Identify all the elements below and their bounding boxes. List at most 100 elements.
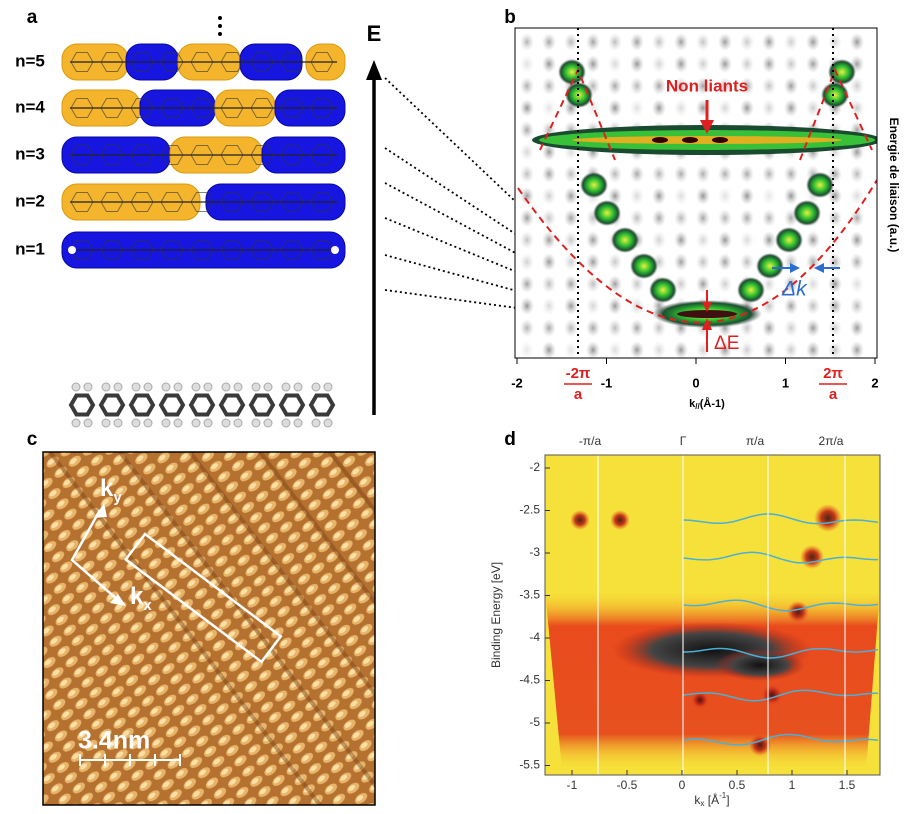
hydrogen <box>323 382 333 392</box>
background-spot <box>608 319 622 337</box>
y-axis-label: Binding Energy [eV] <box>489 562 503 668</box>
ring <box>250 145 274 165</box>
molecule-structure <box>68 382 336 428</box>
scale-bar-label: 3.4nm <box>78 727 150 755</box>
x-tick-label: -1 <box>601 375 613 390</box>
level-label: n=4 <box>15 97 45 116</box>
background-spot <box>520 165 534 183</box>
background-spot <box>718 165 732 183</box>
background-spot <box>520 121 534 139</box>
background-spot <box>806 99 820 117</box>
background-spot <box>806 55 820 73</box>
background-spot <box>850 275 864 293</box>
band-spot <box>775 227 803 253</box>
arrow-head <box>702 318 712 330</box>
y-tick-label: -2 <box>529 460 540 474</box>
zone-tick-numerator: -2π <box>566 365 591 382</box>
background-spot <box>850 99 864 117</box>
hydrogen <box>221 382 231 392</box>
ring <box>130 98 154 118</box>
ky-k: k <box>100 475 114 502</box>
background-spot <box>542 99 556 117</box>
background-spot <box>586 55 600 73</box>
background-spot <box>564 33 578 51</box>
intensity-spot <box>570 510 590 530</box>
hydrogen <box>191 418 201 428</box>
background-spot <box>520 143 534 161</box>
end-atom <box>68 246 76 254</box>
background-spot <box>828 253 842 271</box>
x-tick-label: 1 <box>789 778 796 792</box>
x-label-k: k <box>689 398 696 410</box>
background-spot <box>564 165 578 183</box>
background-spot <box>608 33 622 51</box>
hydrogen <box>251 418 261 428</box>
background-spot <box>718 55 732 73</box>
background-spot <box>806 231 820 249</box>
background-spot <box>542 77 556 95</box>
background-spot <box>520 297 534 315</box>
background-spot <box>542 297 556 315</box>
background-spot <box>652 33 666 51</box>
domain-stripe <box>48 452 322 805</box>
background-spot <box>740 187 754 205</box>
ring <box>308 393 336 417</box>
band-spot <box>737 277 765 303</box>
annotation: Non liants <box>666 76 748 95</box>
band-spot <box>821 82 849 108</box>
background-spot <box>520 77 534 95</box>
background-spot <box>630 319 644 337</box>
background-spot <box>740 99 754 117</box>
background-spot <box>674 55 688 73</box>
background-spot <box>696 275 710 293</box>
band-spot <box>756 253 784 279</box>
background-spot <box>630 341 644 358</box>
background-spot <box>784 165 798 183</box>
domain-stripes <box>48 452 375 805</box>
background-spot <box>542 187 556 205</box>
y-tick-label: -2.5 <box>519 503 540 517</box>
background-spot <box>806 319 820 337</box>
ring <box>160 52 184 72</box>
level-label: n=1 <box>15 239 45 258</box>
background-spot <box>652 165 666 183</box>
dispersion-fit <box>517 179 877 324</box>
ring <box>310 98 334 118</box>
background-spot <box>806 253 820 271</box>
background-spot <box>674 165 688 183</box>
background-spot <box>652 187 666 205</box>
y-axis-label: Energie de liaison (a.u.) <box>887 118 901 253</box>
background-spot <box>586 275 600 293</box>
ellipsis-dots <box>218 16 222 36</box>
background-spot <box>828 341 842 358</box>
background-spot <box>850 341 864 358</box>
ring <box>190 145 214 165</box>
background-spot <box>564 319 578 337</box>
background-spot <box>696 77 710 95</box>
background-spot <box>586 33 600 51</box>
ring <box>98 393 126 417</box>
orbital-rows: n=5 n=4 n=3 n=2 n=1 <box>15 43 346 269</box>
ring <box>220 98 244 118</box>
hydrogen <box>251 382 261 392</box>
ring <box>160 192 184 212</box>
zone-tick-denominator: a <box>829 386 838 403</box>
background-spot <box>652 99 666 117</box>
ring <box>130 52 154 72</box>
hydrogen <box>191 382 201 392</box>
background-spot <box>608 253 622 271</box>
background-spot <box>674 341 688 358</box>
ring <box>70 192 94 212</box>
background-spot <box>784 77 798 95</box>
ring <box>218 393 246 417</box>
connector <box>384 147 591 284</box>
top-label: Γ <box>680 434 687 448</box>
background-spot <box>718 341 732 358</box>
hydrogen <box>143 418 153 428</box>
hydrogen <box>263 418 273 428</box>
background-spot <box>696 231 710 249</box>
background-spot <box>652 231 666 249</box>
background-spot <box>542 33 556 51</box>
hydrogen <box>161 418 171 428</box>
domain-stripe <box>258 452 375 606</box>
